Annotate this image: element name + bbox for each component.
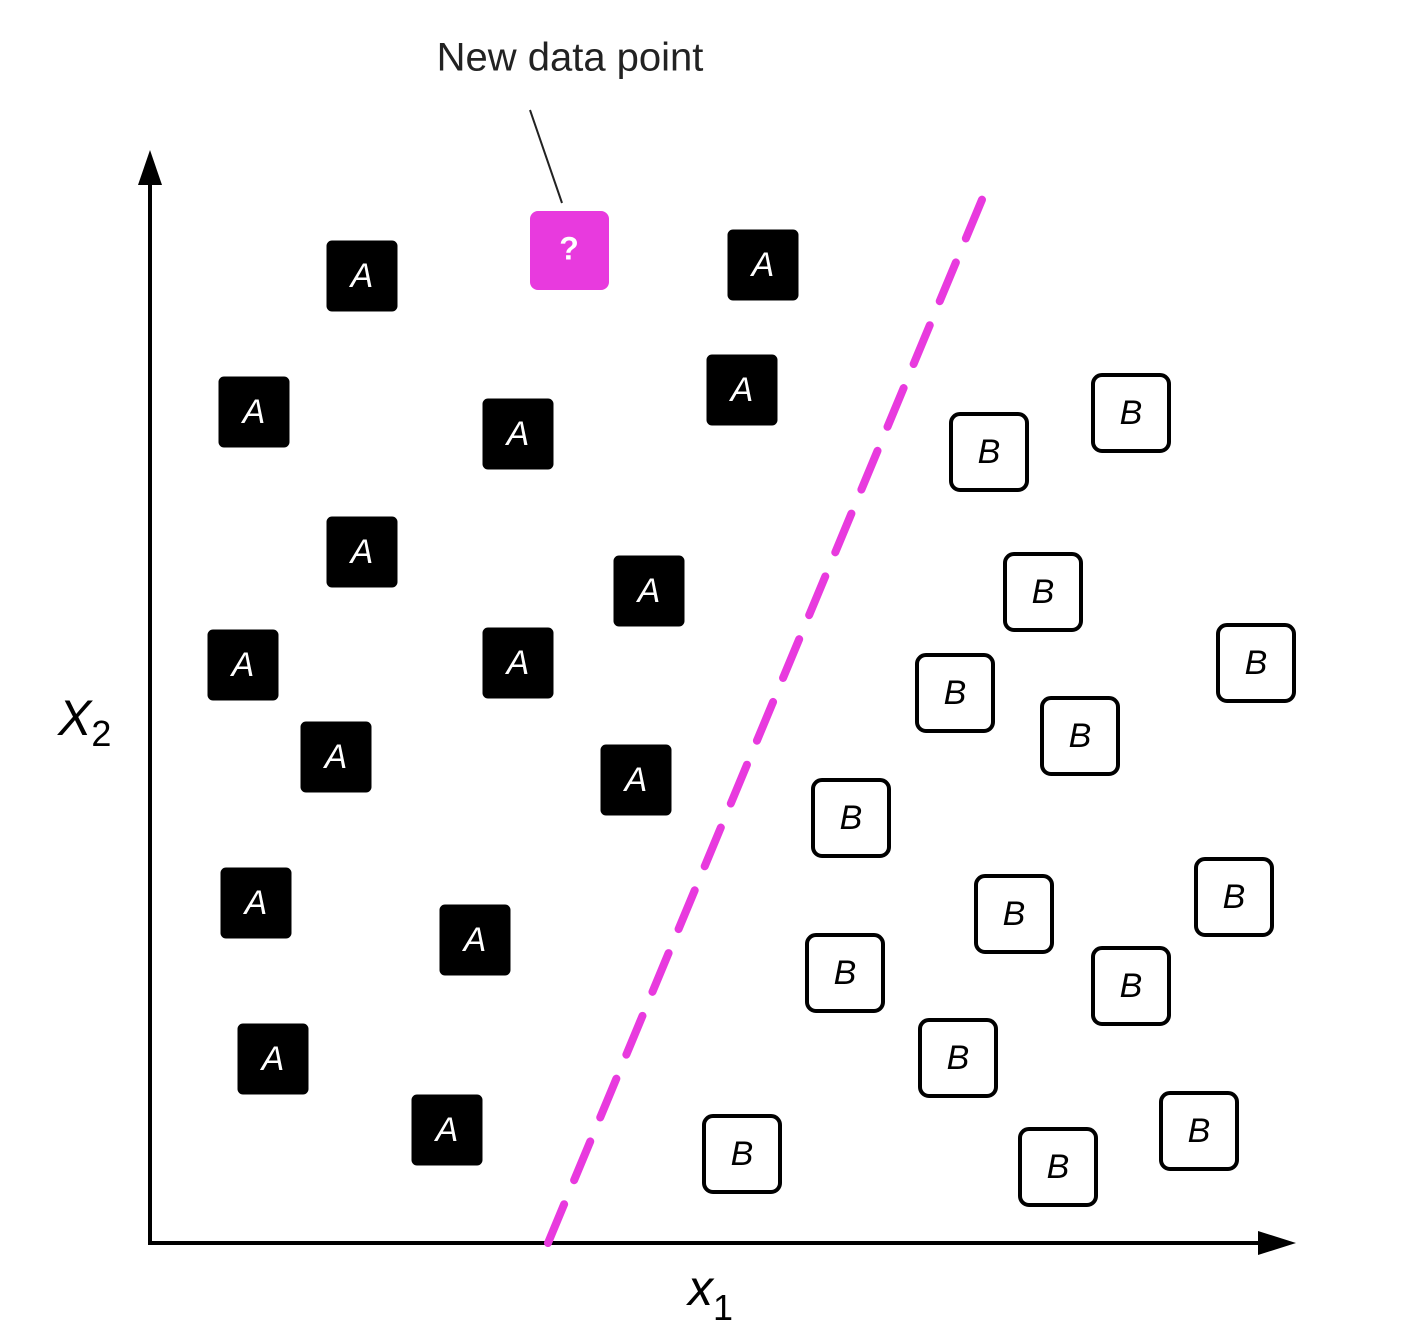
point-b (1091, 946, 1171, 1026)
point-a (411, 1094, 483, 1166)
leader-line (529, 109, 563, 204)
point-label: A (462, 921, 487, 959)
point-b (949, 412, 1029, 492)
point-label: B (1120, 394, 1143, 432)
point-label: B (1003, 895, 1026, 933)
point-b (1018, 1127, 1098, 1207)
point-label: B (834, 954, 857, 992)
point-a (482, 627, 554, 699)
point-label: A (505, 644, 530, 682)
annotation: New data point (437, 36, 704, 80)
point-b (918, 1018, 998, 1098)
point-b (1091, 373, 1171, 453)
decision-boundary (544, 186, 990, 1247)
point-label: A (434, 1111, 459, 1149)
point-b (974, 874, 1054, 954)
point-b (1216, 623, 1296, 703)
point-label: A (323, 738, 348, 776)
point-b (1194, 857, 1274, 937)
point-label: A (241, 393, 266, 431)
point-label: B (1223, 878, 1246, 916)
point-a (482, 398, 554, 470)
point-label: B (1047, 1148, 1070, 1186)
new-point (530, 211, 609, 290)
point-label: A (349, 533, 374, 571)
point-label: A (623, 761, 648, 799)
point-label: A (260, 1040, 285, 1078)
point-a (237, 1023, 309, 1095)
point-a (613, 555, 685, 627)
point-b (702, 1114, 782, 1194)
point-b (1159, 1091, 1239, 1171)
point-label: A (636, 572, 661, 610)
point-label: B (944, 674, 967, 712)
x-axis-label: x1 (686, 1260, 733, 1327)
point-a (326, 516, 398, 588)
point-a (300, 721, 372, 793)
point-label: A (230, 646, 255, 684)
point-label: B (1120, 967, 1143, 1005)
point-label: B (1032, 573, 1055, 611)
y-axis-subscript: 2 (91, 713, 111, 754)
point-label: A (505, 415, 530, 453)
x-axis-symbol: x (686, 1260, 715, 1316)
point-a (727, 229, 799, 301)
point-label: B (1245, 644, 1268, 682)
point-a (706, 354, 778, 426)
point-label: A (349, 257, 374, 295)
x-axis-subscript: 1 (713, 1287, 733, 1328)
point-label: A (750, 246, 775, 284)
point-label: B (731, 1135, 754, 1173)
point-a (600, 744, 672, 816)
y-axis-symbol: X (57, 690, 93, 746)
x-axis-arrow (1258, 1231, 1296, 1255)
point-a (326, 240, 398, 312)
point-b (805, 933, 885, 1013)
point-b (1040, 696, 1120, 776)
point-a (218, 376, 290, 448)
point-label: B (1069, 717, 1092, 755)
new-point-label: ? (559, 230, 579, 266)
y-axis-label: X2 (57, 690, 111, 753)
point-b (1003, 552, 1083, 632)
y-axis-arrow (138, 150, 162, 185)
point-label: A (729, 371, 754, 409)
point-b (811, 778, 891, 858)
point-label: B (1188, 1112, 1211, 1150)
point-label: B (947, 1039, 970, 1077)
point-a (220, 867, 292, 939)
point-a (207, 629, 279, 701)
point-a (439, 904, 511, 976)
point-label: A (243, 884, 268, 922)
point-label: B (978, 433, 1001, 471)
point-label: B (840, 799, 863, 837)
point-b (915, 653, 995, 733)
